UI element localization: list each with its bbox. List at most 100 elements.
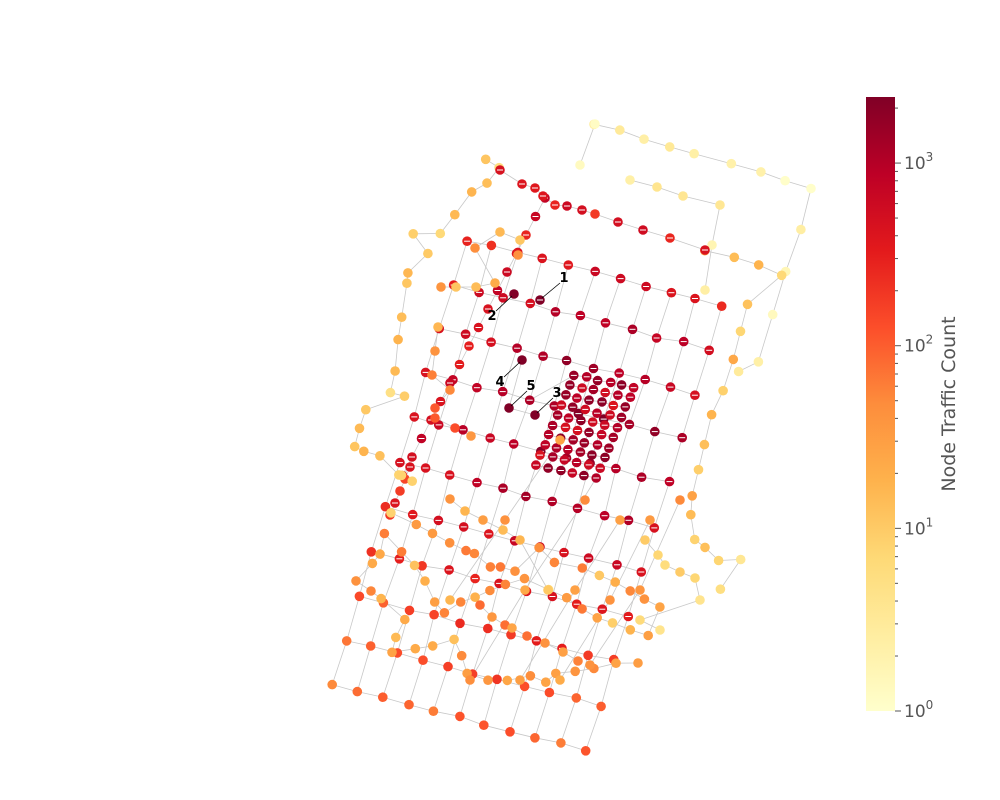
network-node xyxy=(485,586,495,596)
network-node xyxy=(660,560,670,570)
network-node xyxy=(353,687,363,697)
network-node xyxy=(420,576,430,586)
network-node xyxy=(410,561,420,571)
network-node xyxy=(397,312,407,322)
colorbar-ticks: 100101102103 xyxy=(895,108,933,722)
network-edge xyxy=(332,641,347,685)
network-edge xyxy=(402,283,407,317)
network-node xyxy=(610,577,620,587)
network-node xyxy=(503,676,513,686)
network-edge xyxy=(684,299,695,342)
network-edge xyxy=(371,603,384,646)
network-edge xyxy=(410,566,423,611)
network-node xyxy=(456,597,466,607)
network-edge xyxy=(682,395,695,438)
network-node xyxy=(633,658,643,668)
network-edge xyxy=(517,303,530,348)
network-edge xyxy=(413,468,426,515)
network-node xyxy=(520,574,530,584)
network-edge xyxy=(414,372,425,417)
network-node xyxy=(403,268,413,278)
network-node xyxy=(700,440,710,450)
network-edge xyxy=(589,516,605,558)
network-node xyxy=(780,176,790,186)
network-node xyxy=(718,386,728,396)
network-node xyxy=(400,391,410,401)
network-node xyxy=(729,355,739,365)
network-edge xyxy=(464,483,477,527)
network-node xyxy=(756,167,766,177)
network-node xyxy=(558,647,568,657)
network-node xyxy=(707,410,717,420)
network-edge xyxy=(657,293,672,338)
network-node xyxy=(450,210,460,220)
network-node xyxy=(498,525,508,535)
network-edge xyxy=(426,425,439,468)
network-edge xyxy=(450,430,463,475)
network-edge xyxy=(525,500,585,590)
network-node xyxy=(727,159,737,169)
network-node xyxy=(376,594,386,604)
network-node xyxy=(695,595,705,605)
network-node xyxy=(455,712,465,722)
network-node xyxy=(678,191,688,201)
network-node xyxy=(404,700,414,710)
network-edge xyxy=(617,520,629,565)
network-node xyxy=(397,471,407,481)
network-node xyxy=(526,671,536,681)
network-node xyxy=(391,633,401,643)
network-edge xyxy=(619,329,632,373)
network-node xyxy=(689,149,699,159)
network-node xyxy=(355,424,365,434)
network-edge xyxy=(801,189,811,230)
network-node xyxy=(457,651,467,661)
network-edge xyxy=(671,342,684,388)
network-node xyxy=(428,641,438,651)
network-node xyxy=(366,641,376,651)
network-edge xyxy=(433,667,448,712)
annotation-label: 4 xyxy=(495,375,504,390)
network-node xyxy=(471,282,481,292)
network-edge xyxy=(670,238,705,250)
network-node xyxy=(428,529,438,539)
network-node xyxy=(430,597,440,607)
network-node xyxy=(515,235,525,245)
network-edge xyxy=(586,706,601,750)
annotation-label: 2 xyxy=(487,309,496,324)
network-node xyxy=(541,677,551,687)
network-edge xyxy=(477,438,490,483)
network-node xyxy=(412,520,422,530)
network-node xyxy=(361,405,371,415)
network-edge xyxy=(683,196,720,205)
network-edge xyxy=(786,230,801,272)
network-edge xyxy=(580,271,595,315)
network-edge xyxy=(640,600,700,620)
network-node xyxy=(460,506,470,516)
colorbar-tick-label: 103 xyxy=(904,150,933,174)
network-node xyxy=(716,584,726,594)
network-node xyxy=(479,720,489,730)
network-node xyxy=(596,702,606,712)
network-edge xyxy=(695,350,709,395)
annotation-label: 3 xyxy=(552,386,561,401)
network-edge xyxy=(383,559,399,603)
network-node xyxy=(572,693,582,703)
network-edge xyxy=(642,432,655,478)
network-edge xyxy=(712,205,720,245)
network-edge xyxy=(748,275,782,304)
network-edge xyxy=(694,154,731,164)
network-node xyxy=(652,182,662,192)
network-node xyxy=(500,515,510,525)
network-node xyxy=(407,476,417,486)
network-edge xyxy=(463,388,477,430)
network-node xyxy=(351,576,361,586)
network-node xyxy=(653,550,663,560)
network-edge xyxy=(510,686,525,731)
network-edge xyxy=(422,520,438,565)
network-edge xyxy=(409,660,423,705)
network-edge xyxy=(490,392,503,438)
network-node xyxy=(540,638,550,648)
network-node xyxy=(327,680,337,690)
network-node xyxy=(626,625,636,635)
network-edge xyxy=(347,596,360,641)
